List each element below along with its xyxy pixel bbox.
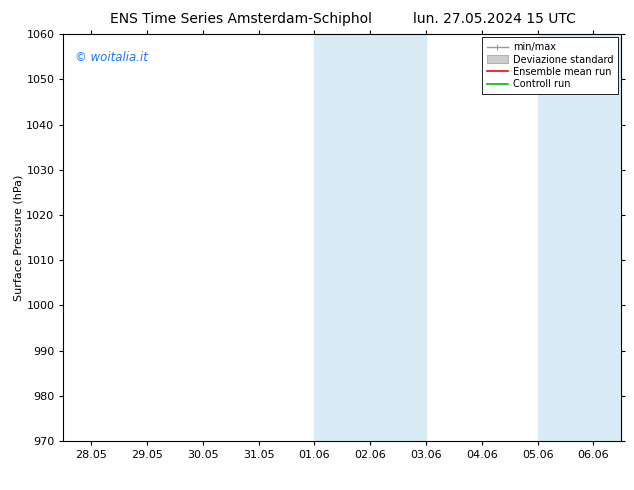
Y-axis label: Surface Pressure (hPa): Surface Pressure (hPa) (13, 174, 23, 301)
Text: © woitalia.it: © woitalia.it (75, 50, 148, 64)
Text: lun. 27.05.2024 15 UTC: lun. 27.05.2024 15 UTC (413, 12, 576, 26)
Text: ENS Time Series Amsterdam-Schiphol: ENS Time Series Amsterdam-Schiphol (110, 12, 372, 26)
Bar (314, 34, 426, 441)
Legend: min/max, Deviazione standard, Ensemble mean run, Controll run: min/max, Deviazione standard, Ensemble m… (482, 37, 618, 94)
Bar (538, 34, 621, 441)
